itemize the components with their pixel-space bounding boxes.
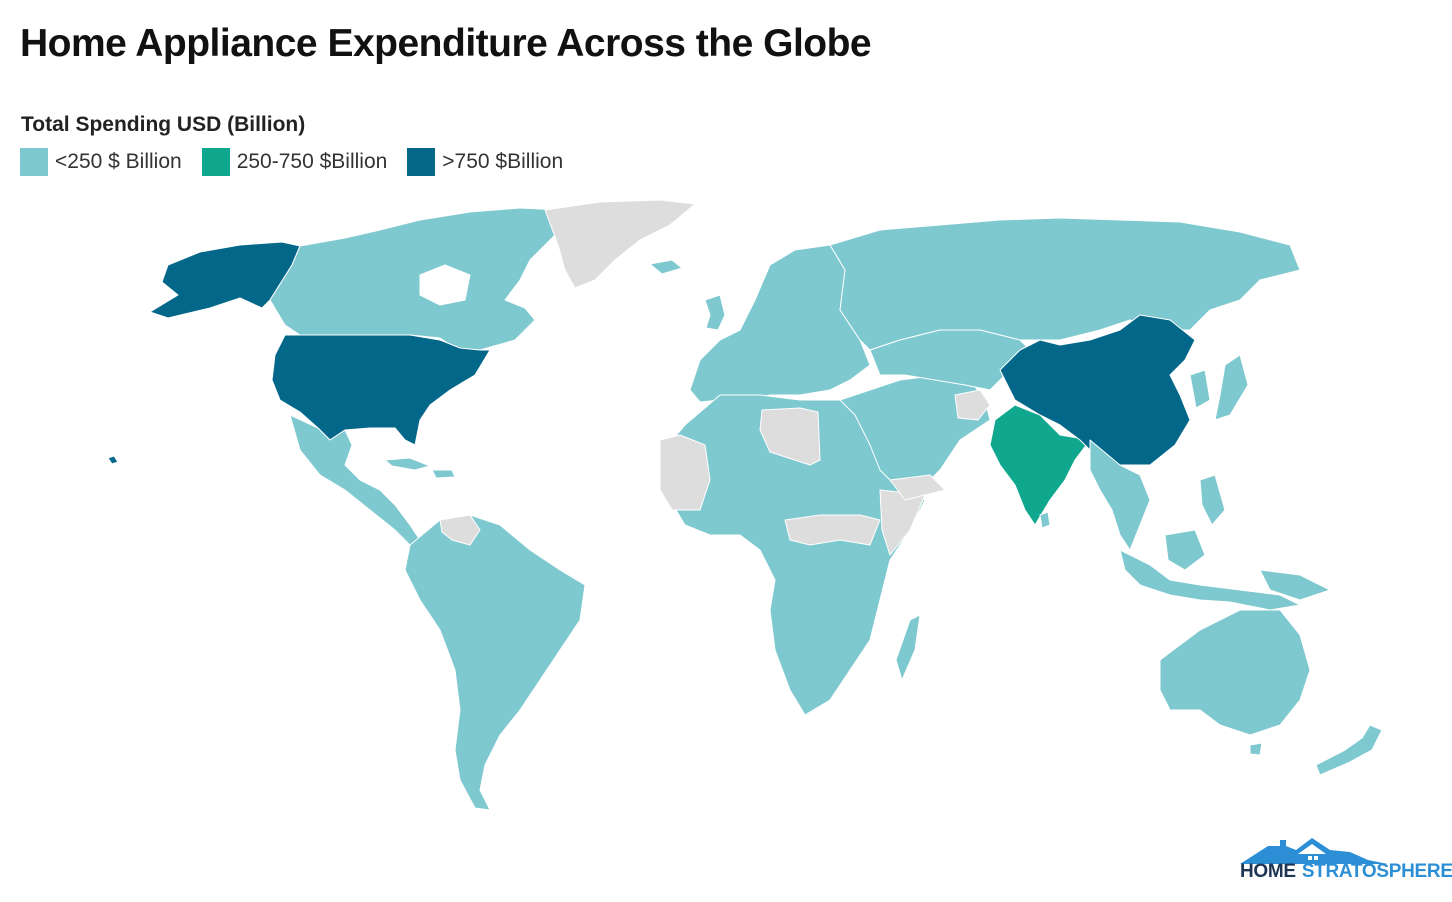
region-south-america [404, 514, 586, 811]
region-alaska [149, 241, 301, 319]
region-iceland [649, 259, 683, 275]
legend-label-high: >750 $Billion [442, 150, 564, 173]
region-southeast-asia [1089, 439, 1151, 551]
region-philippines [1199, 474, 1226, 526]
region-india [989, 404, 1091, 526]
region-mexico [289, 414, 421, 546]
region-west-africa-nodata [659, 434, 711, 511]
region-japan [1214, 354, 1249, 421]
house-roof-icon [1240, 838, 1388, 864]
region-sri-lanka [1039, 511, 1051, 529]
region-yemen [889, 474, 946, 501]
brand-logo: HOME STRATOSPHERE [1238, 832, 1452, 884]
brand-wordmark: HOME STRATOSPHERE [1240, 861, 1452, 883]
brand-word-home: HOME [1240, 861, 1296, 882]
legend-swatch-high [407, 148, 436, 176]
brand-word-stratosphere: STRATOSPHERE [1301, 861, 1452, 882]
page-title: Home Appliance Expenditure Across the Gl… [20, 22, 872, 65]
legend: <250 $ Billion 250-750 $Billion >750 $Bi… [20, 148, 563, 176]
region-hudson-bay [419, 264, 471, 306]
region-libya [759, 407, 821, 466]
region-hispaniola [431, 469, 456, 479]
region-korea [1189, 369, 1211, 409]
region-new-guinea [1259, 569, 1331, 601]
region-somalia [879, 489, 926, 556]
legend-swatch-low [20, 148, 48, 176]
region-madagascar [895, 614, 921, 681]
legend-item-mid: 250-750 $Billion [201, 148, 388, 176]
legend-item-low: <250 $ Billion [20, 148, 182, 176]
legend-label-mid: 250-750 $Billion [236, 150, 388, 173]
region-australia [1159, 609, 1311, 736]
world-map [107, 199, 1383, 811]
region-greenland [544, 199, 696, 289]
legend-swatch-mid [201, 148, 230, 176]
region-tasmania [1249, 742, 1263, 756]
region-canada [269, 207, 561, 351]
region-new-zealand [1315, 724, 1383, 776]
region-indonesia [1119, 549, 1301, 611]
region-united-kingdom [704, 294, 726, 331]
region-cuba [384, 457, 431, 471]
region-middle-east [839, 374, 991, 491]
region-united-states [271, 334, 491, 446]
region-venezuela [439, 514, 481, 546]
region-central-africa-nodata [784, 514, 881, 546]
legend-title: Total Spending USD (Billion) [21, 113, 306, 136]
region-borneo [1164, 529, 1206, 571]
legend-label-low: <250 $ Billion [55, 150, 182, 173]
region-russia [829, 217, 1301, 351]
region-afghanistan [954, 389, 991, 421]
region-china [999, 314, 1196, 466]
region-hawaii [107, 455, 119, 465]
legend-item-high: >750 $Billion [407, 148, 563, 176]
